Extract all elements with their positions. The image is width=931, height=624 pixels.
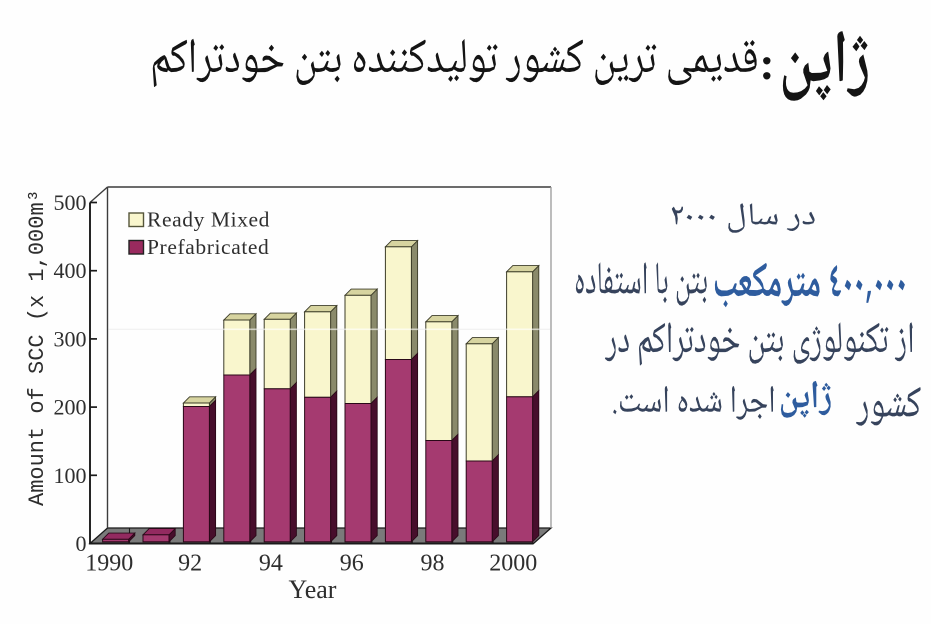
svg-text:Ready Mixed: Ready Mixed — [147, 208, 270, 232]
svg-text:0: 0 — [76, 531, 87, 556]
svg-text:96: 96 — [340, 551, 364, 577]
svg-text:Amount of SCC (x 1,000m³: Amount of SCC (x 1,000m³ — [25, 189, 50, 506]
svg-text:400: 400 — [54, 258, 87, 283]
svg-text:98: 98 — [421, 551, 445, 577]
svg-text:1990: 1990 — [85, 551, 133, 577]
svg-text:Prefabricated: Prefabricated — [147, 235, 269, 259]
svg-text:94: 94 — [259, 551, 283, 577]
svg-text:Year: Year — [289, 575, 337, 604]
svg-text:500: 500 — [54, 190, 87, 215]
svg-text:92: 92 — [178, 551, 202, 577]
svg-text:200: 200 — [54, 395, 87, 420]
svg-text:300: 300 — [54, 326, 87, 351]
svg-text:100: 100 — [54, 463, 87, 488]
svg-text:2000: 2000 — [489, 551, 537, 577]
